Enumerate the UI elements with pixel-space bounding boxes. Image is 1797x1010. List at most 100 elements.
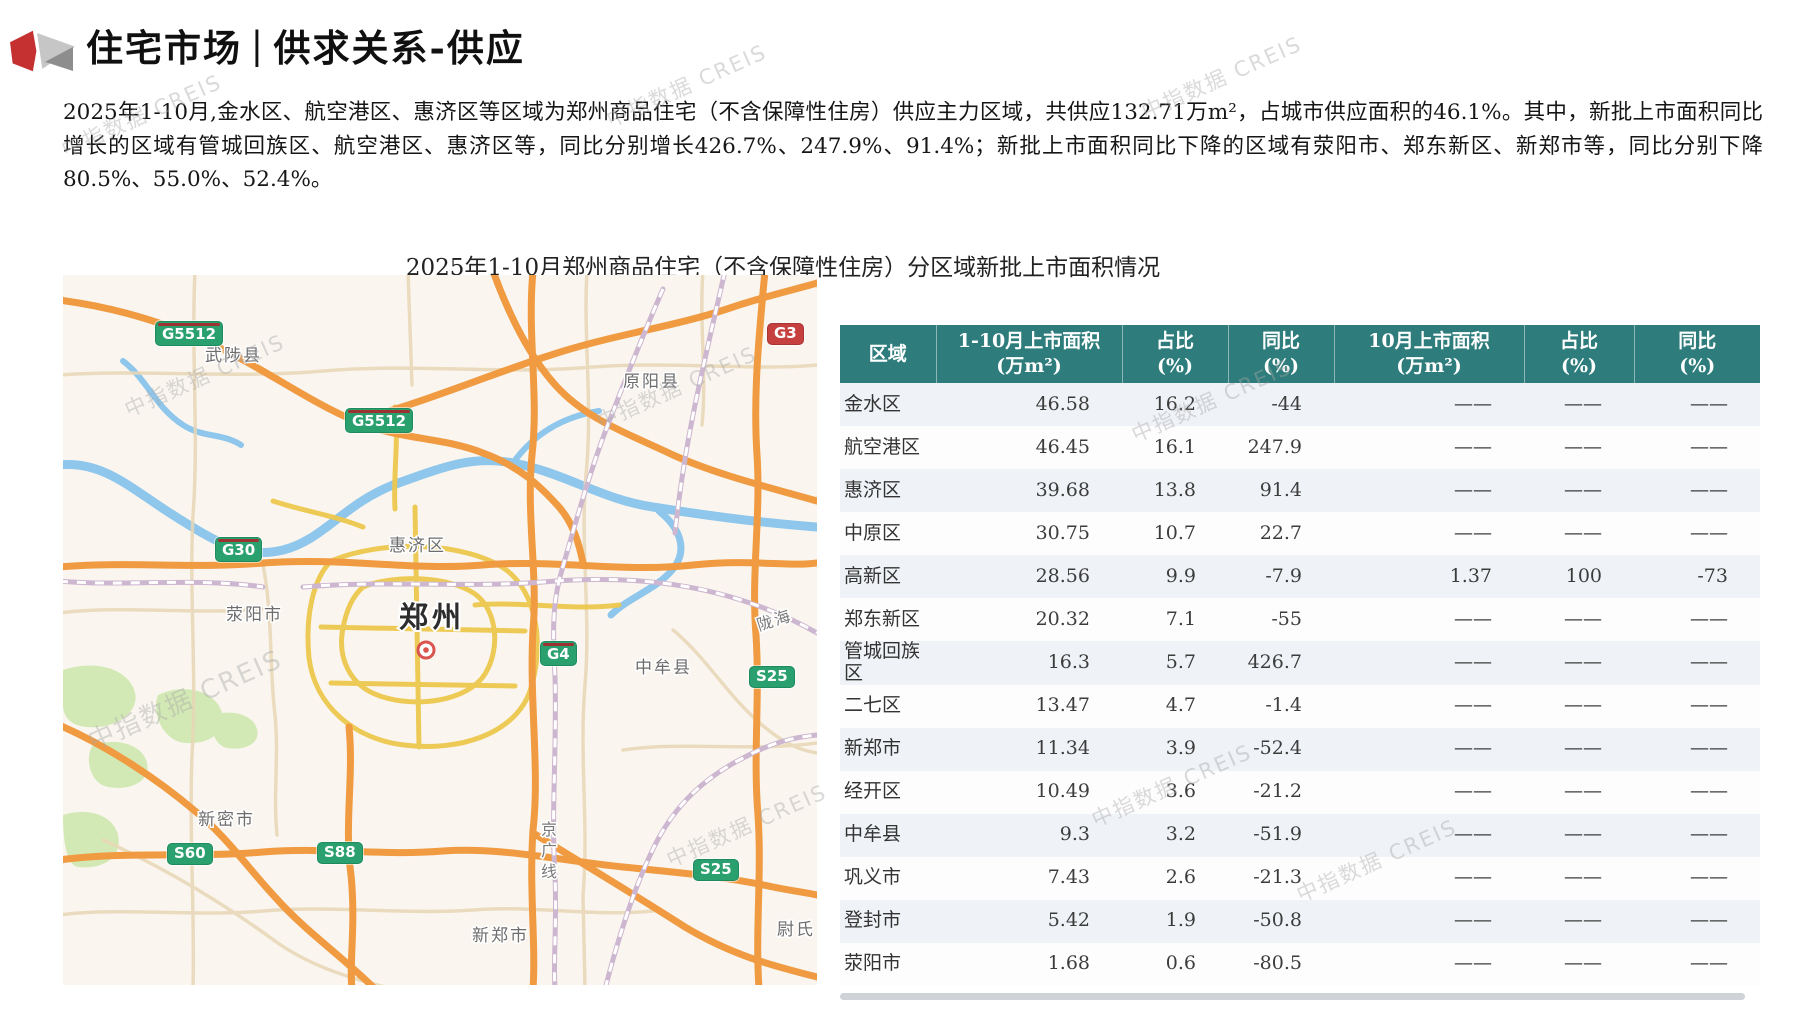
table-row: 新郑市 11.34 3.9 -52.4 —— —— —— (840, 727, 1760, 771)
column-header: 占比 (%) (1121, 325, 1228, 383)
cell-value: 1.9 (1165, 909, 1196, 932)
column-header: 占比 (%) (1523, 325, 1634, 383)
cell-region: 中原区 (844, 521, 902, 544)
cell-value: 13.47 (1035, 694, 1090, 717)
cell-value: -7.9 (1265, 564, 1302, 587)
road-badge: G3 (767, 323, 804, 345)
cell-value: -44 (1271, 392, 1302, 415)
table-row: 高新区 28.56 9.9 -7.9 1.37 100 -73 (840, 555, 1760, 598)
cell-value: —— (1690, 866, 1728, 889)
place-label: 中牟县 (635, 658, 692, 678)
road-badge: S25 (693, 859, 739, 881)
cell-value: —— (1564, 478, 1602, 501)
cell-value: 2.6 (1165, 866, 1196, 889)
cell-value: -1.4 (1265, 694, 1302, 717)
table-row: 经开区 10.49 3.6 -21.2 —— —— —— (840, 770, 1760, 814)
cell-value: —— (1690, 607, 1728, 630)
cell-value: —— (1454, 694, 1492, 717)
cell-value: —— (1454, 952, 1492, 975)
table-row: 荥阳市 1.68 0.6 -80.5 —— —— —— (840, 942, 1760, 986)
place-label: 尉氏 (777, 920, 815, 940)
cell-value: —— (1690, 780, 1728, 803)
cell-value: 9.3 (1059, 823, 1090, 846)
column-header: 10月上市面积 (万m²) (1333, 325, 1524, 383)
cell-value: 3.2 (1165, 823, 1196, 846)
road-badge: S25 (749, 666, 795, 688)
cell-value: 91.4 (1259, 478, 1302, 501)
table-row: 郑东新区 20.32 7.1 -55 —— —— —— (840, 598, 1760, 641)
cell-value: 28.56 (1035, 564, 1090, 587)
cell-value: —— (1454, 823, 1492, 846)
cell-region: 新郑市 (844, 737, 902, 760)
title-separator: | (251, 23, 264, 67)
cell-value: —— (1564, 435, 1602, 458)
cell-value: 100 (1565, 564, 1602, 587)
column-header: 区域 (840, 325, 936, 383)
cell-value: —— (1454, 780, 1492, 803)
cell-value: 9.9 (1165, 564, 1196, 587)
cell-value: 30.75 (1035, 521, 1090, 544)
cell-value: —— (1564, 607, 1602, 630)
cell-value: —— (1690, 823, 1728, 846)
cell-value: -50.8 (1253, 909, 1302, 932)
road-badge: G30 (215, 537, 263, 562)
place-label: 惠济区 (389, 536, 446, 556)
map-badges: G5512 G5512 G30 G4 G3 S25 S60 S88 S25 (63, 275, 817, 985)
cell-value: —— (1690, 909, 1728, 932)
page-title-right: 供求关系-供应 (273, 26, 525, 70)
cell-value: -52.4 (1253, 737, 1302, 760)
cell-value: 16.2 (1153, 392, 1196, 415)
cell-value: —— (1690, 650, 1728, 673)
cell-value: —— (1454, 521, 1492, 544)
table-row: 航空港区 46.45 16.1 247.9 —— —— —— (840, 426, 1760, 469)
cell-region: 高新区 (844, 564, 902, 587)
cell-region: 金水区 (844, 392, 902, 415)
zhengzhou-map: 武陟县 原阳县 惠济区 荥阳市 郑州 中牟县 新密市 新郑市 尉氏 陇海 京广线 G5512 G551… (63, 275, 817, 985)
column-header: 1-10月上市面积 (万m²) (935, 325, 1122, 383)
cell-value: —— (1564, 952, 1602, 975)
cell-value: -80.5 (1253, 952, 1302, 975)
road-badge: G5512 (345, 408, 414, 433)
table-row: 二七区 13.47 4.7 -1.4 —— —— —— (840, 684, 1760, 728)
cell-value: —— (1454, 650, 1492, 673)
cell-value: 10.7 (1153, 521, 1196, 544)
map-railways (63, 275, 817, 985)
cell-value: 16.1 (1153, 435, 1196, 458)
cell-region: 中牟县 (844, 823, 902, 846)
cell-value: 1.68 (1047, 952, 1090, 975)
cell-value: -21.3 (1253, 866, 1302, 889)
cell-value: —— (1564, 650, 1602, 673)
supply-table: 区域 1-10月上市面积 (万m²) 占比 (%) 同比 (%) 10月上市面积 (万m²) 占比… (840, 325, 1770, 986)
cell-value: —— (1454, 392, 1492, 415)
table-scrollbar[interactable] (840, 993, 1745, 1000)
map-parks (63, 665, 258, 868)
column-header: 同比 (%) (1633, 325, 1760, 383)
cell-value: —— (1564, 823, 1602, 846)
cell-value: —— (1564, 780, 1602, 803)
cell-value: —— (1564, 521, 1602, 544)
cell-value: —— (1690, 435, 1728, 458)
cell-value: —— (1690, 737, 1728, 760)
cell-region: 管城回族区 (844, 640, 921, 684)
cell-value: 7.43 (1047, 866, 1090, 889)
cell-value: —— (1564, 694, 1602, 717)
cell-value: 4.7 (1165, 694, 1196, 717)
cell-value: 426.7 (1247, 650, 1302, 673)
cell-value: —— (1690, 952, 1728, 975)
table-header-row: 区域 1-10月上市面积 (万m²) 占比 (%) 同比 (%) 10月上市面积 (万m²) 占比… (840, 325, 1760, 383)
cell-region: 荥阳市 (844, 952, 902, 975)
cell-value: 13.8 (1153, 478, 1196, 501)
table-row: 巩义市 7.43 2.6 -21.3 —— —— —— (840, 856, 1760, 900)
cell-value: —— (1454, 909, 1492, 932)
table-row: 中原区 30.75 10.7 22.7 —— —— —— (840, 512, 1760, 555)
cell-region: 巩义市 (844, 866, 902, 889)
table-row: 惠济区 39.68 13.8 91.4 —— —— —— (840, 469, 1760, 512)
cell-value: 46.58 (1035, 392, 1090, 415)
cell-value: 10.49 (1035, 780, 1090, 803)
cell-value: —— (1564, 392, 1602, 415)
cell-value: 3.9 (1165, 737, 1196, 760)
place-label: 新郑市 (472, 926, 529, 946)
place-label: 武陟县 (205, 346, 262, 366)
map-minor-roads (63, 275, 817, 985)
